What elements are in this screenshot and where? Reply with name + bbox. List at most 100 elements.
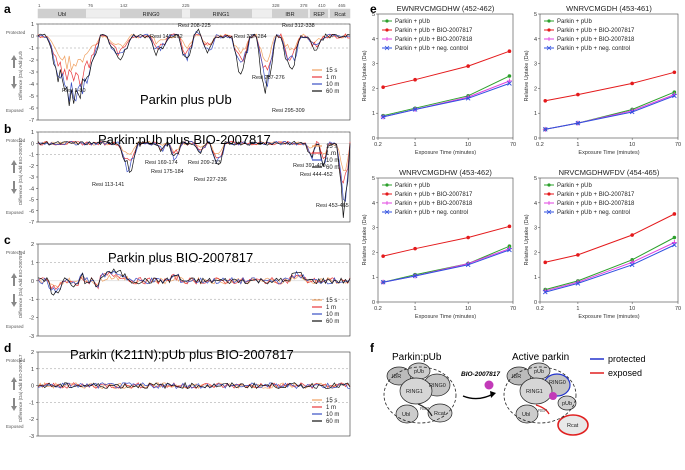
data-point: [465, 96, 471, 101]
legend-marker: [546, 209, 552, 215]
x-tick-label: 1: [414, 306, 417, 312]
annotation: Resi 287-276: [252, 75, 285, 81]
reaction-arrow: [462, 393, 494, 400]
series-line: [545, 242, 675, 292]
schematic-right-title: Active parkin: [512, 352, 569, 363]
axis-arrow-up-head: [11, 377, 17, 382]
y-tick-label: -3: [29, 334, 34, 340]
uptake-chart-4: NRVCMGDHWFDV (454-465) 0 1 2 3 4 5 0.2 1 10 70 Expo…: [524, 168, 681, 320]
data-point: [629, 262, 635, 268]
annotation: Resi 453-465: [316, 203, 349, 209]
axis-exposed-label: Exposed: [6, 424, 24, 429]
label-pub: pUb: [534, 369, 544, 375]
y-tick-label: 1: [372, 111, 375, 117]
legend-label: 1 m: [326, 151, 336, 157]
difference-trace: [37, 28, 351, 106]
y-tick-label: -5: [29, 94, 34, 100]
y-tick-label: 2: [372, 86, 375, 92]
y-axis-label: Difference (Da) Add pUb: [18, 51, 23, 100]
y-tick-label: -4: [29, 82, 34, 88]
panel-label-b: b: [4, 122, 11, 136]
x-tick-label: 70: [675, 306, 681, 312]
annotation: Resi 1-80: [62, 88, 86, 94]
domain-label-ubl: Ubl: [58, 12, 66, 18]
difference-trace: [37, 140, 351, 218]
panel-label-f: f: [370, 341, 375, 355]
y-tick-label: -2: [29, 316, 34, 322]
domain-rcat-shape: [427, 403, 453, 423]
legend-marker: [547, 201, 551, 205]
rep-helix: [535, 404, 550, 415]
domain-num: 76: [88, 3, 94, 8]
data-point: [381, 254, 385, 258]
domain-bar: Ubl RING0 RING1 IBR REP Rcat 1 76 142 22…: [37, 3, 351, 19]
legend-marker: [547, 28, 551, 32]
label-ring0: RING0: [549, 380, 566, 386]
uptake-chart-2: WNRVCMGDH (453-461) 0 1 2 3 4 5 0.2 1 10 70 Exposur…: [524, 4, 681, 156]
x-tick-label: 0.2: [536, 142, 544, 148]
y-axis-label: Relative Uptake (Da): [524, 50, 530, 101]
y-tick-label: -7: [29, 118, 34, 124]
y-tick-label: 2: [372, 250, 375, 256]
data-point: [507, 247, 512, 253]
data-point: [506, 78, 512, 84]
plot-title-a: Parkin plus pUb: [140, 92, 232, 107]
domain-num: 142: [120, 3, 128, 8]
plot-title-c: Parkin plus BIO-2007817: [108, 250, 253, 265]
label-ring0: RING0: [429, 383, 446, 389]
domain-num: 410: [318, 3, 326, 8]
y-tick-label: 2: [534, 250, 537, 256]
annotation: Resi 175-184: [151, 169, 184, 175]
series-line: [382, 50, 510, 88]
annotation: Resi 227-236: [194, 177, 227, 183]
data-point: [672, 235, 677, 240]
compound-label: BIO-2007817: [461, 371, 500, 378]
x-tick-label: 1: [576, 306, 579, 312]
x-tick-label: 70: [675, 142, 681, 148]
axis-exposed-label: Exposed: [6, 108, 24, 113]
annotation: Resi 391-409: [293, 163, 326, 169]
x-tick-label: 70: [510, 306, 516, 312]
domain-num: 465: [338, 3, 346, 8]
series-line: [382, 82, 510, 118]
legend-label: 15 s: [326, 144, 337, 150]
label-rcat: Rcat: [434, 411, 446, 417]
panel-label-d: d: [4, 341, 11, 355]
chart-frame: [377, 13, 514, 139]
y-tick-label: 2: [534, 86, 537, 92]
legend-marker: [547, 37, 551, 41]
y-axis-label: Difference (Da) Add BIO-2007817: [18, 354, 23, 422]
annotation: Resi 113-141: [92, 182, 124, 188]
y-tick-label: -1: [29, 297, 34, 303]
compound-dot: [484, 380, 494, 390]
x-tick-label: 10: [465, 142, 471, 148]
legend-label: 10 m: [326, 312, 339, 318]
data-point: [542, 127, 548, 132]
dashed-outline: [383, 366, 457, 424]
domain-rcat-shape: [557, 414, 589, 436]
chart-frame: [539, 13, 679, 139]
annotation: Resi 277-284: [234, 34, 267, 40]
legend-label: Parkin + pUb + BIO-2007818: [395, 201, 473, 207]
domain-num: 328: [272, 3, 280, 8]
data-point: [630, 233, 634, 237]
legend-label: Parkin + pUb + BIO-2007817: [395, 28, 473, 34]
y-tick-label: 5: [534, 176, 537, 182]
label-rep: REP: [538, 408, 547, 413]
y-tick-label: -6: [29, 209, 34, 215]
y-tick-label: 0: [372, 136, 375, 142]
legend-label: Parkin + pUb + neg. control: [395, 210, 468, 216]
y-tick-label: -6: [29, 106, 34, 112]
y-axis-label: Relative Uptake (Da): [524, 214, 530, 265]
domain-num: 1: [38, 3, 41, 8]
data-point: [629, 259, 635, 265]
domain-label-ring1: RING1: [213, 12, 230, 18]
y-axis-label: Difference (Da) Add BIO-2007817: [18, 250, 23, 318]
chart-title: NRVCMGDHWFDV (454-465): [559, 168, 660, 177]
axis-exposed-label: Exposed: [6, 210, 24, 215]
y-tick-label: -1: [29, 46, 34, 52]
panel-label-a: a: [4, 2, 11, 16]
data-point: [381, 85, 385, 89]
label-ibr: IBR: [392, 374, 401, 380]
